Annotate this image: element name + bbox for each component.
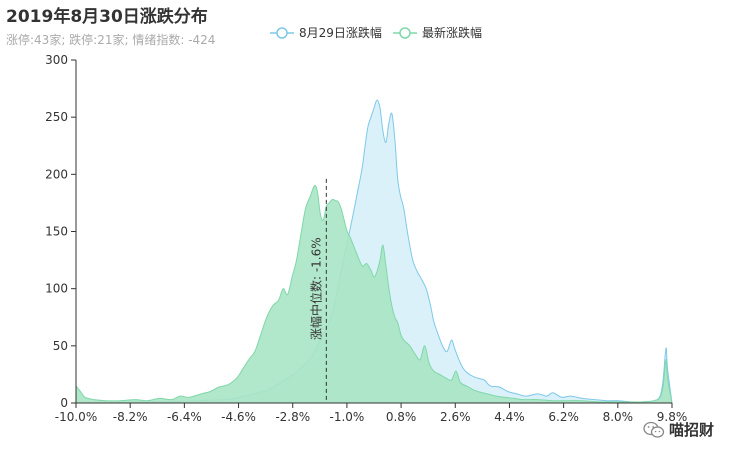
legend-marker-prev (276, 27, 288, 39)
y-tick-label-0: 0 (60, 396, 68, 410)
series-area-1 (76, 185, 672, 403)
y-tick-label-1: 50 (53, 339, 68, 353)
chart-subtitle: 涨停:43家; 跌停:21家; 情绪指数: -424 (6, 33, 216, 47)
x-tick-label-10: 8.0% (603, 410, 634, 424)
x-tick-label-6: 0.8% (386, 410, 417, 424)
x-tick-label-0: -10.0% (55, 410, 97, 424)
chart-title: 2019年8月30日涨跌分布 (6, 7, 208, 27)
y-tick-label-5: 250 (45, 110, 68, 124)
plot-area: 0 50 100 150 200 250 300 -10.0% -8.2% -6.4% -4.6% -… (45, 53, 687, 424)
series-area-0 (76, 100, 672, 403)
x-tick-label-11: 9.8% (657, 410, 688, 424)
series-line-1 (75, 185, 673, 404)
x-tick-label-7: 2.6% (440, 410, 471, 424)
x-tick-label-1: -8.2% (113, 410, 148, 424)
watermark-text: 喵招财 (669, 421, 715, 439)
x-tick-label-4: -2.8% (275, 410, 310, 424)
x-tick-label-8: 4.4% (494, 410, 525, 424)
x-tick-label-9: 6.2% (548, 410, 579, 424)
chart-legend[interactable]: 8月29日涨跌幅 最新涨跌幅 (270, 25, 482, 40)
x-tick-label-3: -4.6% (221, 410, 256, 424)
legend-item-latest[interactable]: 最新涨跌幅 (393, 25, 482, 40)
y-tick-label-2: 100 (45, 282, 68, 296)
y-tick-label-3: 150 (45, 225, 68, 239)
x-tick-label-5: -1.0% (329, 410, 364, 424)
legend-item-prev[interactable]: 8月29日涨跌幅 (270, 25, 382, 40)
legend-marker-latest (399, 27, 411, 39)
median-label: 涨幅中位数: -1.6% (308, 237, 323, 340)
x-tick-label-2: -6.4% (167, 410, 202, 424)
legend-label-latest: 最新涨跌幅 (422, 25, 482, 40)
y-tick-label-4: 200 (45, 167, 68, 181)
legend-label-prev: 8月29日涨跌幅 (299, 25, 382, 40)
y-tick-label-6: 300 (45, 53, 68, 67)
wechat-icon (643, 421, 665, 438)
watermark: 喵招财 (643, 419, 714, 440)
